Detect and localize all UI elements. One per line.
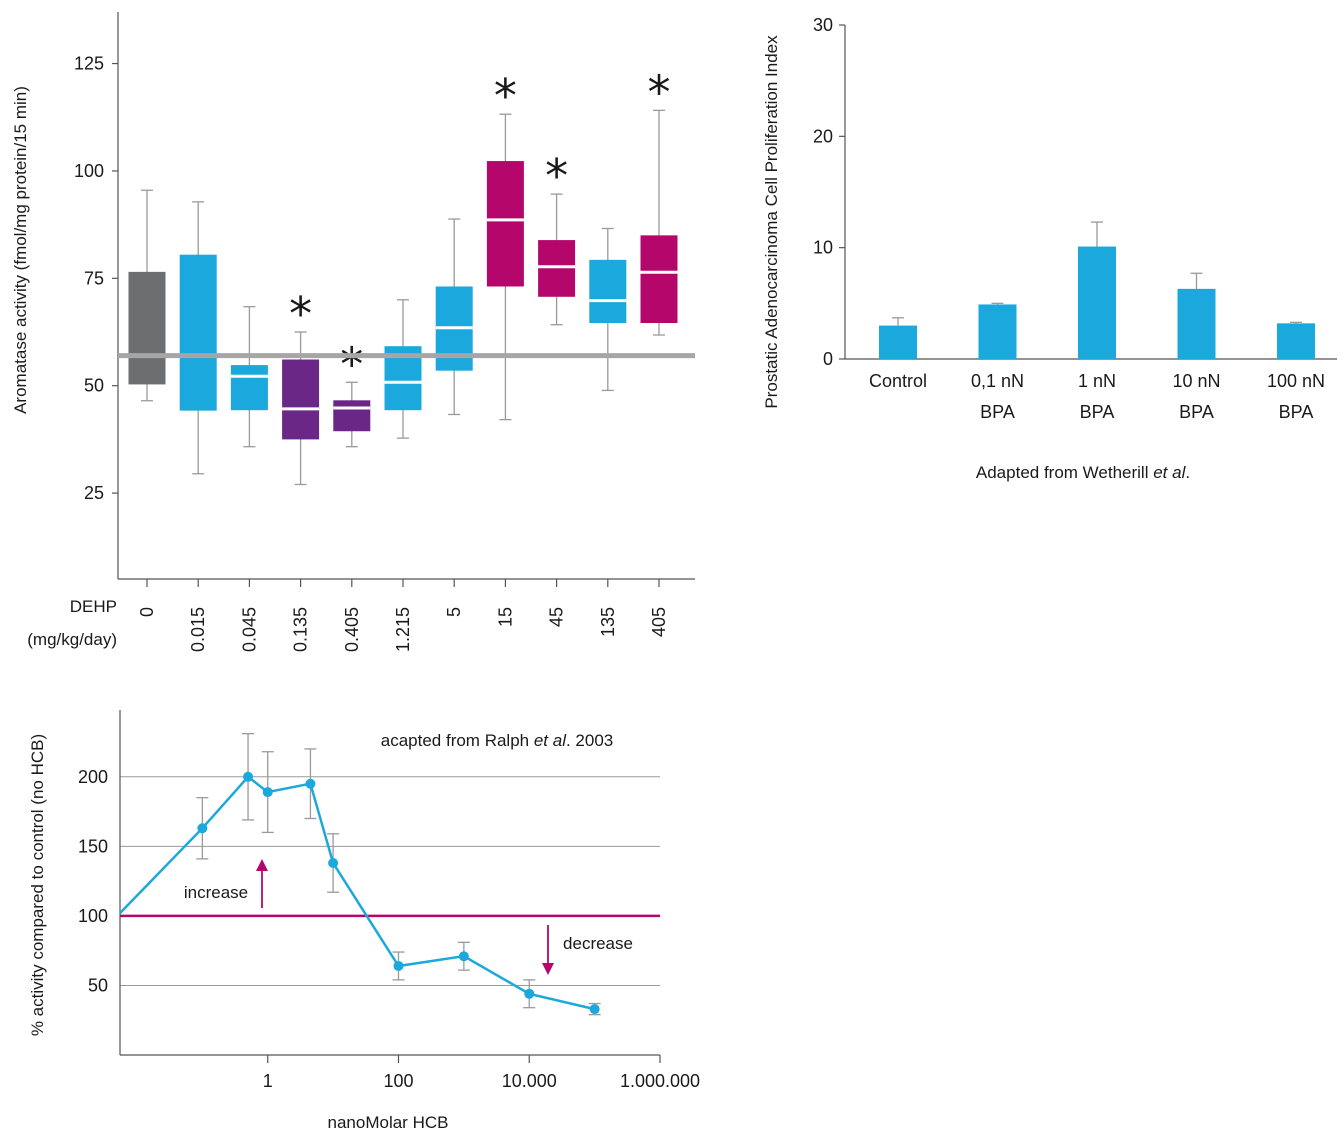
dehp-box-chart: Aromatase activity (fmol/mg protein/15 m… — [11, 12, 695, 652]
dehp-y-tick-label: 75 — [84, 268, 104, 288]
significance-asterisk: * — [545, 149, 568, 203]
dehp-x-axis-label-line2: (mg/kg/day) — [27, 630, 117, 649]
bpa-bar — [1078, 246, 1116, 359]
bpa-bar-chart: Prostatic Adenocarcinoma Cell Proliferat… — [762, 15, 1337, 482]
significance-asterisk: * — [340, 337, 363, 391]
hcb-source-prefix: acapted from Ralph — [381, 731, 534, 750]
bpa-category-label-line2: BPA — [1179, 402, 1214, 422]
hcb-source-italic: et al — [534, 731, 567, 750]
dehp-y-tick-label: 25 — [84, 483, 104, 503]
bpa-source-italic: et al — [1153, 463, 1186, 482]
bpa-category-label: Control — [869, 371, 927, 391]
dehp-x-tick-label: 135 — [598, 607, 618, 637]
bpa-category-label: 10 nN — [1172, 371, 1220, 391]
hcb-y-tick-label: 50 — [88, 975, 108, 995]
hcb-data-point — [458, 951, 469, 962]
bpa-bar — [879, 325, 917, 359]
hcb-data-point — [328, 858, 339, 869]
significance-asterisk: * — [648, 65, 671, 119]
hcb-x-axis-label: nanoMolar HCB — [328, 1113, 449, 1132]
dehp-box — [486, 161, 524, 287]
bpa-category-label-line2: BPA — [980, 402, 1015, 422]
hcb-data-point — [243, 771, 254, 782]
dehp-box — [589, 259, 627, 323]
dehp-x-tick-label: 0 — [137, 607, 157, 617]
bpa-y-tick-label: 30 — [813, 15, 833, 35]
bpa-category-label: 100 nN — [1267, 371, 1325, 391]
hcb-line-chart: % activity compared to control (no HCB) … — [28, 710, 700, 1132]
hcb-source-suffix: . 2003 — [566, 731, 613, 750]
bpa-bar — [1177, 288, 1216, 359]
hcb-y-tick-label: 100 — [78, 906, 108, 926]
increase-arrow-head — [256, 859, 268, 871]
dehp-box — [333, 400, 371, 432]
hcb-x-tick-label: 100 — [383, 1071, 413, 1091]
bpa-y-tick-label: 0 — [823, 349, 833, 369]
hcb-series-line — [119, 775, 595, 1011]
dehp-x-tick-label: 0.015 — [188, 607, 208, 652]
dehp-x-tick-label: 0.045 — [239, 607, 259, 652]
dehp-x-tick-label: 5 — [444, 607, 464, 617]
dehp-box — [538, 240, 576, 297]
hcb-y-tick-label: 200 — [78, 767, 108, 787]
dehp-x-tick-label: 0.405 — [342, 607, 362, 652]
dehp-x-tick-label: 0.135 — [291, 607, 311, 652]
hcb-x-tick-label: 10.000 — [502, 1071, 557, 1091]
bpa-bar — [978, 304, 1017, 359]
bpa-source-prefix: Adapted from Wetherill — [976, 463, 1153, 482]
hcb-data-point — [197, 823, 208, 834]
dehp-y-tick-label: 125 — [74, 54, 104, 74]
dehp-y-tick-label: 50 — [84, 376, 104, 396]
significance-asterisk: * — [494, 69, 517, 123]
dehp-x-tick-label: 1.215 — [393, 607, 413, 652]
hcb-x-tick-label: 1.000.000 — [620, 1071, 700, 1091]
dehp-y-axis-label: Aromatase activity (fmol/mg protein/15 m… — [11, 86, 30, 414]
bpa-category-label-line2: BPA — [1279, 402, 1314, 422]
dehp-x-tick-label: 405 — [649, 607, 669, 637]
bpa-category-label-line2: BPA — [1080, 402, 1115, 422]
dehp-box — [640, 235, 678, 323]
hcb-data-point — [262, 787, 273, 798]
hcb-source-note: acapted from Ralph et al. 2003 — [381, 731, 614, 750]
hcb-data-point — [589, 1004, 600, 1015]
decrease-label: decrease — [563, 934, 633, 953]
hcb-data-point — [393, 960, 404, 971]
decrease-arrow-head — [542, 963, 554, 975]
bpa-y-tick-label: 20 — [813, 126, 833, 146]
dehp-box — [179, 254, 217, 411]
hcb-y-axis-label: % activity compared to control (no HCB) — [28, 734, 47, 1036]
bpa-category-label: 1 nN — [1078, 371, 1116, 391]
significance-asterisk: * — [289, 287, 312, 341]
hcb-x-tick-label: 1 — [263, 1071, 273, 1091]
bpa-y-axis-label: Prostatic Adenocarcinoma Cell Proliferat… — [762, 35, 781, 409]
bpa-bar — [1277, 323, 1315, 359]
bpa-source-suffix: . — [1185, 463, 1190, 482]
bpa-y-tick-label: 10 — [813, 238, 833, 258]
dehp-x-axis-label-line1: DEHP — [70, 597, 117, 616]
bpa-category-label: 0,1 nN — [971, 371, 1024, 391]
hcb-data-point — [524, 988, 535, 999]
dehp-box — [128, 271, 166, 385]
hcb-data-point — [305, 778, 316, 789]
hcb-y-tick-label: 150 — [78, 836, 108, 856]
dehp-x-tick-label: 45 — [547, 607, 567, 627]
dehp-box — [282, 359, 320, 440]
dehp-x-tick-label: 15 — [495, 607, 515, 627]
dehp-y-tick-label: 100 — [74, 161, 104, 181]
dehp-box — [230, 365, 268, 411]
bpa-source-note: Adapted from Wetherill et al. — [976, 463, 1190, 482]
increase-label: increase — [184, 883, 248, 902]
